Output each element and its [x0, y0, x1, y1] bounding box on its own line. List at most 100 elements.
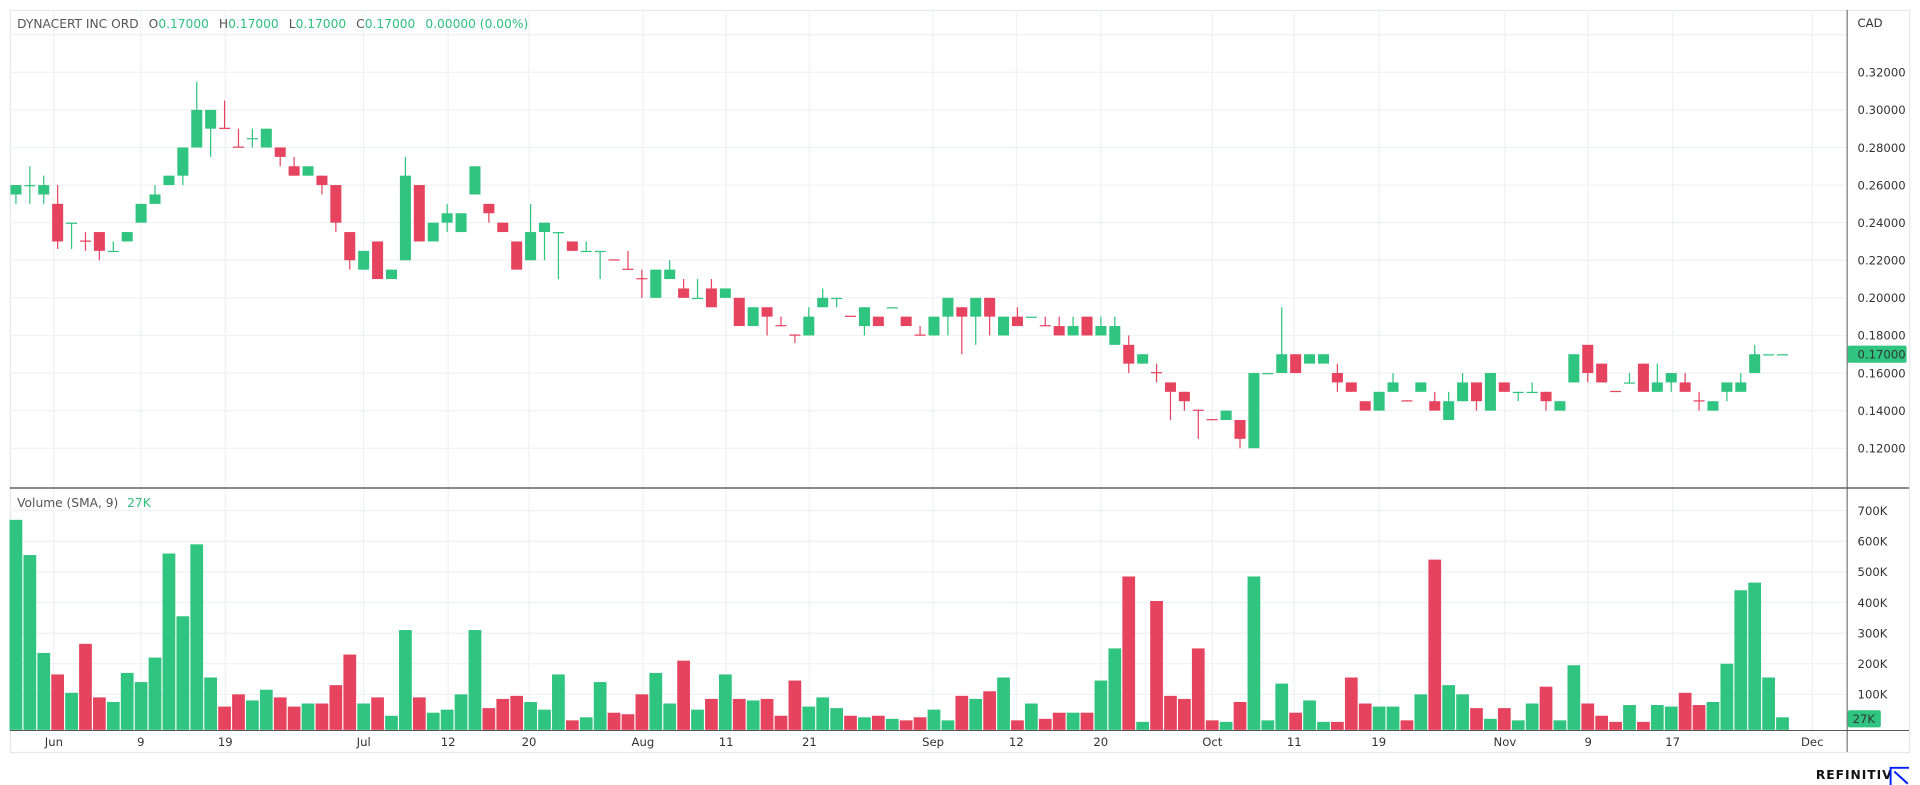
candle — [1151, 363, 1163, 383]
candle — [149, 185, 161, 204]
candle-body — [1387, 382, 1399, 392]
candle-body — [858, 307, 870, 327]
candle-body — [149, 194, 161, 204]
volume-bar — [844, 715, 857, 730]
brand-name: REFINITIV — [1816, 768, 1893, 782]
time-tick-label: 9 — [137, 735, 144, 749]
candle-body — [1304, 354, 1316, 364]
candle-body — [733, 297, 745, 327]
candle-body — [1151, 372, 1163, 374]
candle-body — [1637, 363, 1649, 392]
candle-body — [608, 259, 620, 261]
price-tick-label: 0.28000 — [1858, 141, 1906, 155]
candle — [886, 307, 898, 309]
candle — [1039, 316, 1051, 327]
candle — [552, 232, 564, 280]
candle-body — [872, 316, 884, 327]
candle — [692, 279, 704, 300]
volume-bar — [1066, 712, 1080, 730]
volume-bar — [1275, 683, 1289, 730]
volume-bar — [246, 700, 259, 730]
price-tick-label: 0.32000 — [1858, 66, 1906, 80]
candle-body — [845, 315, 857, 317]
volume-legend[interactable]: Volume (SMA, 9) 27K — [17, 496, 152, 510]
close-value: 0.17000 — [365, 17, 416, 31]
open-label: O — [149, 17, 159, 31]
candle-body — [385, 269, 398, 280]
candle-body — [427, 222, 439, 242]
time-axis[interactable]: Jun 9 19 Jul 12 20 Aug 11 21 Sep 12 20 Oct 11 19 Nov 9 17… — [44, 735, 1824, 749]
volume-bar — [1261, 720, 1275, 730]
symbol-legend[interactable]: DYNACERT INC ORD O0.17000 H0.17000 L0.17… — [17, 17, 528, 31]
candle-body — [566, 241, 578, 251]
time-tick-label: 12 — [1009, 735, 1024, 749]
volume-bar — [1428, 559, 1442, 730]
candle-body — [761, 307, 773, 317]
volume-bar — [454, 694, 468, 730]
candle — [1164, 382, 1176, 421]
candle — [93, 232, 105, 261]
time-tick-label: 9 — [1584, 735, 1591, 749]
volume-bar — [1150, 600, 1163, 730]
candle — [288, 156, 300, 176]
candle-body — [441, 213, 453, 223]
volume-bar — [1386, 706, 1400, 730]
candle — [1192, 409, 1204, 439]
candle — [594, 250, 606, 280]
candle-body — [900, 316, 912, 327]
volume-bar — [412, 697, 426, 730]
candle-body — [302, 166, 314, 176]
volume-bar — [1108, 648, 1122, 730]
price-tick-label: 0.20000 — [1858, 291, 1906, 305]
candle-body — [107, 250, 119, 253]
candle — [664, 260, 676, 280]
candle — [789, 334, 801, 343]
volume-bar — [1720, 663, 1734, 730]
candle-body — [1484, 373, 1496, 411]
volume-legend-label: Volume (SMA, 9) — [17, 496, 118, 510]
candle — [427, 222, 439, 242]
volume-bar — [1650, 705, 1664, 730]
volume-bar — [357, 703, 371, 730]
candle-body — [1651, 382, 1663, 392]
volume-tick-label: 600K — [1858, 535, 1888, 549]
candle-body — [1512, 391, 1524, 394]
candle-body — [1596, 363, 1608, 383]
candle-body — [511, 241, 523, 270]
candle-body — [1220, 410, 1232, 421]
refinitiv-branding[interactable]: REFINITIV — [1816, 766, 1909, 785]
candle-body — [1763, 354, 1775, 356]
candle-body — [330, 185, 342, 223]
volume-bar — [1511, 720, 1525, 730]
candle-body — [38, 185, 50, 195]
high-label: H — [219, 17, 228, 31]
volume-bar — [1317, 721, 1330, 730]
candle-body — [1623, 382, 1636, 384]
candle — [998, 316, 1010, 336]
candle-body — [1039, 325, 1051, 327]
candle — [803, 307, 815, 336]
candle-body — [580, 250, 592, 253]
volume-bar — [941, 720, 955, 730]
candle-body — [1011, 316, 1023, 327]
candle-body — [1067, 326, 1079, 336]
volume-bar — [885, 718, 899, 730]
volume-axis[interactable]: 700K 600K 500K 400K 300K 200K 100K — [1858, 504, 1888, 702]
candle — [1721, 382, 1733, 402]
candle-body — [692, 297, 704, 300]
candle — [1317, 354, 1329, 364]
candle-body — [984, 297, 996, 317]
candle-body — [260, 128, 272, 148]
volume-bar — [1567, 665, 1581, 730]
candle-body — [1610, 390, 1622, 393]
candle-body — [163, 175, 175, 186]
candle-body — [413, 185, 425, 242]
candle-body — [831, 297, 843, 300]
price-axis[interactable]: 0.32000 0.30000 0.28000 0.26000 0.24000 0.220… — [1858, 66, 1906, 456]
refinitiv-arrow-logo-icon — [1889, 766, 1909, 785]
price-tick-label: 0.12000 — [1858, 442, 1906, 456]
candle — [1109, 316, 1121, 345]
volume-bar — [705, 698, 718, 730]
volume-bar — [1470, 708, 1483, 730]
